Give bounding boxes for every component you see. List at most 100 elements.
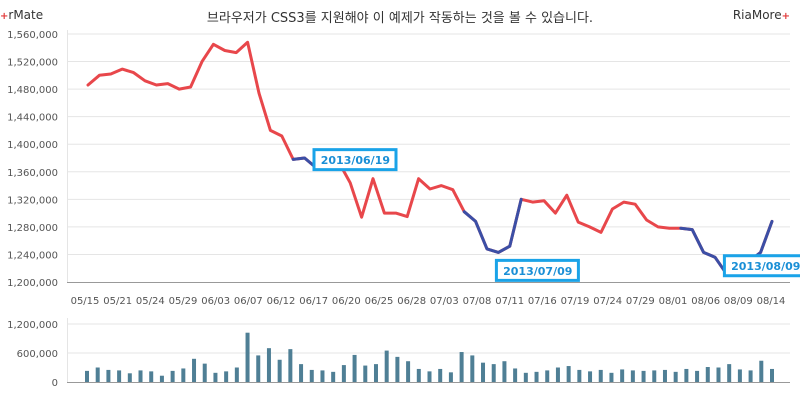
volume-bars xyxy=(85,332,774,382)
volume-bar xyxy=(438,368,443,382)
date-tick-label: 07/11 xyxy=(495,296,524,307)
volume-bar xyxy=(523,372,528,382)
volume-bar xyxy=(588,371,593,382)
date-tick-label: 06/12 xyxy=(267,296,296,307)
volume-bar xyxy=(705,367,710,382)
volume-bar xyxy=(288,349,293,382)
price-grid xyxy=(67,33,790,255)
volume-bar xyxy=(309,369,314,382)
callout-label: 2013/08/09 xyxy=(731,260,800,273)
volume-bar xyxy=(127,373,132,382)
volume-bar xyxy=(481,362,486,382)
date-tick-label: 07/24 xyxy=(593,296,622,307)
volume-bar xyxy=(598,369,603,382)
brand-logo-left: +rMate xyxy=(0,8,43,22)
volume-grid xyxy=(67,323,790,354)
chart-frame xyxy=(67,30,790,383)
date-tick-label: 06/25 xyxy=(365,296,394,307)
volume-bar xyxy=(577,369,582,382)
date-tick-label: 07/08 xyxy=(463,296,492,307)
price-tick-label: 1,280,000 xyxy=(7,223,58,234)
volume-bar xyxy=(737,369,742,382)
date-tick-label: 05/29 xyxy=(169,296,198,307)
volume-tick-label: 600,000 xyxy=(17,349,58,360)
price-tick-label: 1,200,000 xyxy=(7,278,58,289)
volume-bar xyxy=(170,370,175,382)
volume-bar xyxy=(748,370,753,382)
volume-bar xyxy=(684,368,689,382)
volume-bar xyxy=(95,367,100,382)
date-tick-label: 06/17 xyxy=(299,296,328,307)
volume-bar xyxy=(256,355,261,382)
volume-bar xyxy=(117,370,122,382)
plus-mark-icon: + xyxy=(781,11,790,22)
price-tick-label: 1,400,000 xyxy=(7,140,58,151)
volume-bar xyxy=(502,361,507,382)
date-callouts: 2013/06/19 2013/07/09 2013/08/09 xyxy=(312,148,800,282)
price-tick-label: 1,520,000 xyxy=(7,58,58,69)
brand-logo-right: RiaMore+ xyxy=(733,8,790,22)
volume-bar xyxy=(662,369,667,382)
volume-axis: 0 600,000 1,200,000 xyxy=(7,320,58,389)
volume-bar xyxy=(159,375,164,382)
price-tick-label: 1,480,000 xyxy=(7,85,58,96)
volume-bar xyxy=(534,371,539,382)
date-tick-label: 05/15 xyxy=(71,296,100,307)
date-tick-label: 07/03 xyxy=(430,296,459,307)
volume-bar xyxy=(491,364,496,382)
callout-box xyxy=(312,148,398,172)
date-tick-label: 06/07 xyxy=(234,296,263,307)
date-tick-label: 06/03 xyxy=(201,296,230,307)
volume-bar xyxy=(373,364,378,382)
volume-bar xyxy=(181,368,186,382)
volume-bar xyxy=(716,367,721,382)
date-callout: 2013/08/09 xyxy=(722,254,800,278)
volume-bar xyxy=(555,367,560,382)
volume-bar xyxy=(213,372,218,382)
volume-bar xyxy=(545,370,550,382)
volume-bar xyxy=(641,370,646,382)
price-tick-label: 1,360,000 xyxy=(7,168,58,179)
volume-bar xyxy=(609,372,614,382)
volume-bar xyxy=(470,355,475,382)
volume-bar xyxy=(384,350,389,382)
css3-notice: 브라우저가 CSS3를 지원해야 이 예제가 작동하는 것을 볼 수 있습니다. xyxy=(206,11,594,26)
volume-bar xyxy=(427,371,432,382)
volume-bar xyxy=(759,360,764,382)
date-tick-label: 08/01 xyxy=(659,296,688,307)
date-tick-label: 06/20 xyxy=(332,296,361,307)
volume-bar xyxy=(652,370,657,382)
volume-bar xyxy=(85,370,89,382)
price-line xyxy=(86,40,774,276)
date-tick-label: 05/24 xyxy=(136,296,165,307)
brand-name-right: RiaMore xyxy=(732,8,782,22)
volume-bar xyxy=(234,367,239,382)
plus-mark-icon: + xyxy=(0,11,9,22)
date-axis: 05/15 05/21 05/24 05/29 06/03 06/07 06/12 06/17… xyxy=(71,296,786,307)
volume-bar xyxy=(106,369,111,382)
volume-bar xyxy=(192,358,197,382)
volume-bar xyxy=(224,371,229,382)
volume-bar xyxy=(363,365,368,382)
brand-name-left: rMate xyxy=(8,8,44,22)
volume-bar xyxy=(770,368,774,382)
date-tick-label: 08/09 xyxy=(724,296,753,307)
volume-bar xyxy=(331,371,336,382)
volume-bar xyxy=(277,359,282,382)
volume-tick-label: 1,200,000 xyxy=(7,320,58,331)
volume-bar xyxy=(352,354,357,382)
volume-bar xyxy=(727,364,732,382)
price-tick-label: 1,440,000 xyxy=(7,113,58,124)
price-tick-label: 1,240,000 xyxy=(7,250,58,261)
date-tick-label: 05/21 xyxy=(103,296,132,307)
date-tick-label: 08/06 xyxy=(691,296,720,307)
price-tick-label: 1,560,000 xyxy=(7,30,58,41)
volume-bar xyxy=(448,372,453,382)
volume-tick-label: 0 xyxy=(52,378,58,389)
volume-bar xyxy=(416,368,421,382)
volume-bar xyxy=(138,370,143,382)
callout-label: 2013/06/19 xyxy=(321,154,390,167)
volume-bar xyxy=(320,370,325,382)
date-tick-label: 07/16 xyxy=(528,296,557,307)
